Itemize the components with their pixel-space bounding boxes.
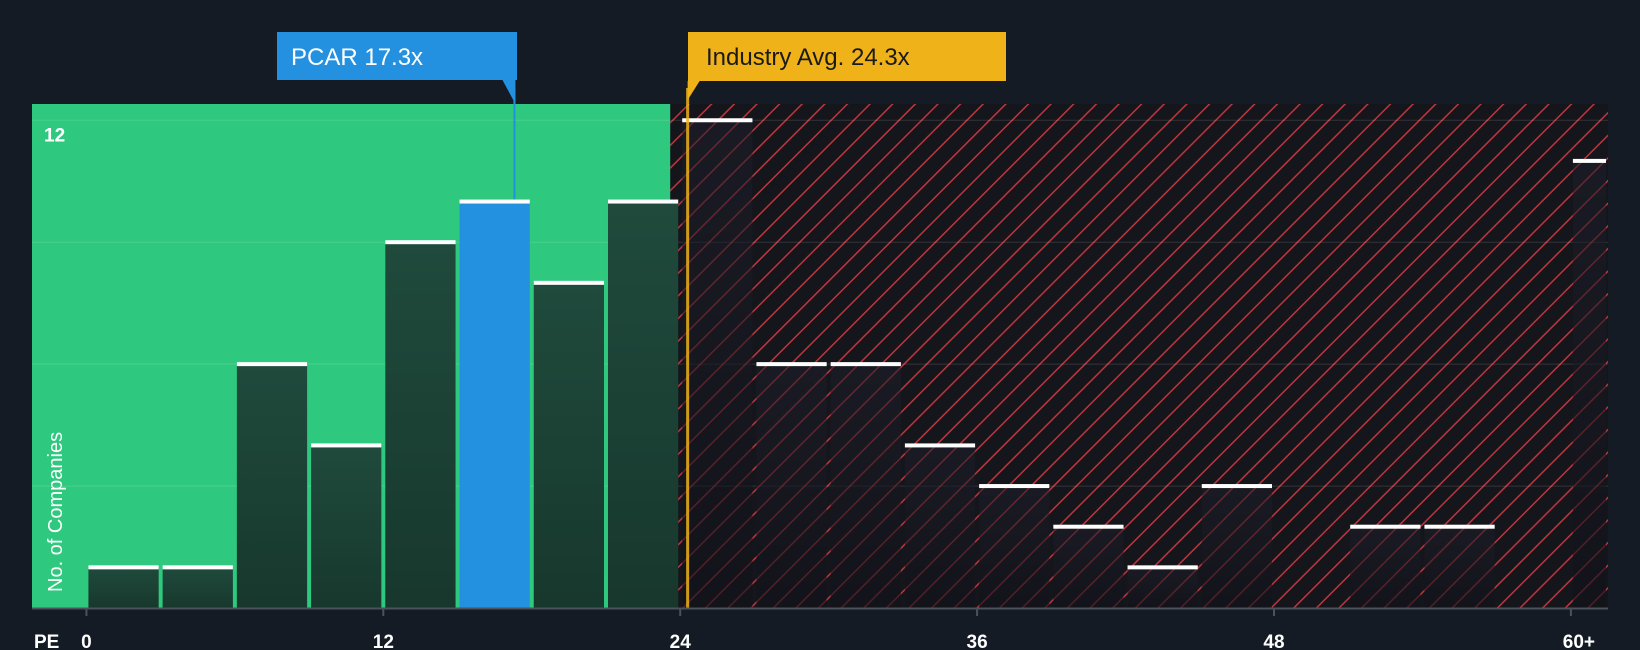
- x-tick-label: 0: [81, 632, 92, 650]
- bar-top: [1053, 524, 1124, 529]
- bar-top: [979, 484, 1050, 489]
- x-axis-label: PE: [34, 632, 59, 650]
- bar-top: [459, 199, 530, 204]
- bar-top: [1572, 158, 1606, 163]
- bar-top: [311, 443, 382, 448]
- bar-top: [1127, 565, 1198, 570]
- industry-avg-label: Industry Avg. 24.3x: [706, 44, 910, 71]
- bar-top: [682, 118, 753, 123]
- bar-top: [236, 362, 308, 367]
- x-tick-labels: 0 12 24 36 48 60+: [81, 608, 1595, 650]
- histogram-bars: [88, 118, 1606, 609]
- bar-shade: [1424, 526, 1495, 608]
- bar-shade: [830, 364, 901, 608]
- company-callout-box: [277, 32, 517, 104]
- x-tick-label: 60+: [1563, 632, 1595, 650]
- industry-callout-box: [687, 32, 1006, 100]
- bar-top: [88, 565, 159, 570]
- bar-shade: [162, 567, 233, 608]
- x-tick-label: 24: [670, 632, 692, 650]
- value-markers: [513, 88, 690, 608]
- bar-shade: [311, 445, 382, 608]
- bar-shade: [607, 201, 679, 608]
- bar-shade: [1053, 526, 1124, 608]
- bar-highlight: [459, 201, 530, 608]
- x-tick-label: 48: [1263, 632, 1284, 650]
- bar-shade: [904, 445, 976, 608]
- bar-top: [756, 362, 827, 367]
- bar-top: [607, 199, 679, 204]
- bar-shade: [1350, 526, 1421, 608]
- x-tick-label: 36: [967, 632, 988, 650]
- y-tick-label: 12: [44, 125, 65, 146]
- bar-shade: [756, 364, 827, 608]
- company-pe-label: PCAR 17.3x: [291, 44, 423, 71]
- bar-top: [830, 362, 901, 367]
- y-axis-label: No. of Companies: [45, 432, 67, 592]
- bar-shade: [979, 486, 1050, 608]
- company-pe-callout: PCAR 17.3x: [277, 32, 517, 104]
- bar-top: [904, 443, 976, 448]
- bar-shade: [682, 120, 753, 609]
- bar-top: [162, 565, 233, 570]
- bar-top: [1201, 484, 1272, 489]
- bar-shade: [1572, 160, 1606, 608]
- bar-shade: [88, 567, 159, 608]
- x-tick-label: 12: [373, 632, 394, 650]
- y-tick-labels: 12: [44, 125, 65, 146]
- bar-shade: [533, 282, 604, 608]
- industry-avg-callout: Industry Avg. 24.3x: [687, 32, 1006, 100]
- bar-shade: [1201, 486, 1272, 608]
- bar-shade: [1127, 567, 1198, 608]
- bar-shade: [385, 242, 456, 608]
- bar-shade: [236, 364, 308, 608]
- x-axis: PE: [32, 607, 1608, 650]
- bar-top: [1424, 524, 1495, 529]
- bar-top: [533, 280, 604, 285]
- bar-top: [385, 240, 456, 245]
- bar-top: [1350, 524, 1421, 529]
